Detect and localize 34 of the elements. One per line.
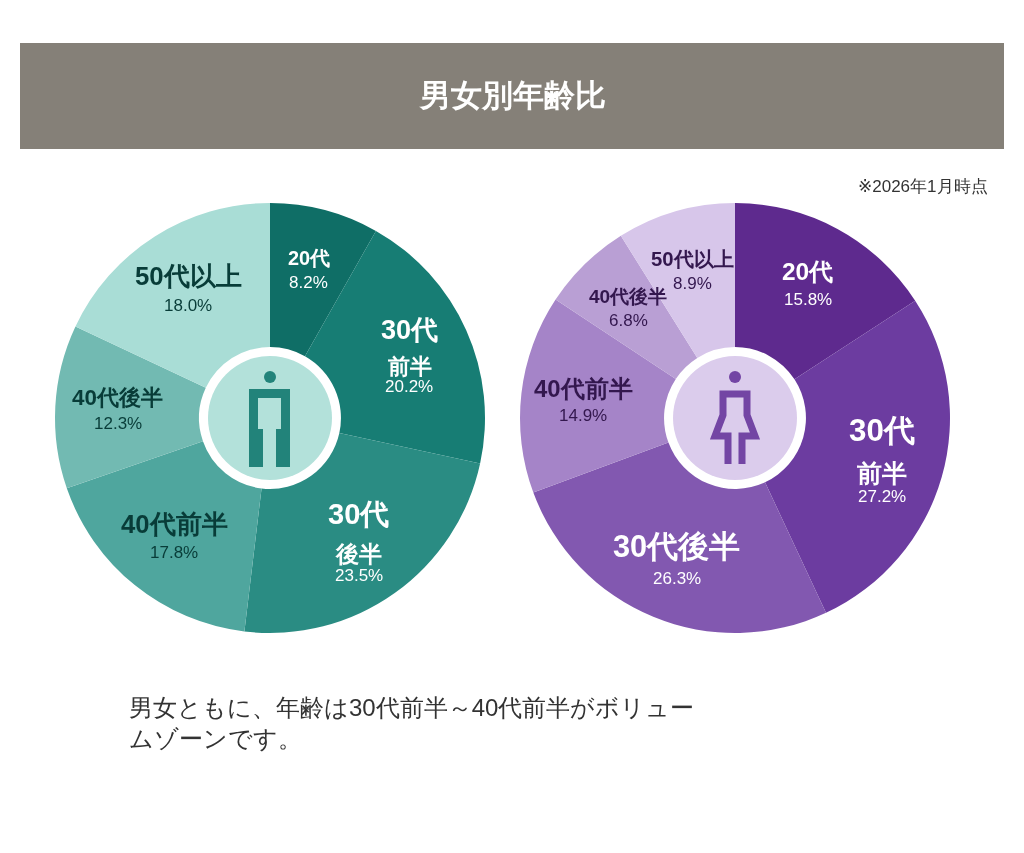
slice-label: 40代前半 [121, 510, 228, 538]
donut-slice [533, 442, 827, 633]
slice-label: 30代後半 [613, 529, 741, 564]
data-label: 15.8% [784, 290, 833, 309]
donut-slice [270, 203, 376, 357]
slice-label: 50代以上 [651, 248, 734, 270]
chart-title: 男女別年齢比 [419, 78, 606, 113]
data-label: 20.2% [385, 377, 434, 396]
data-label: 12.3% [94, 414, 143, 433]
donut-slice [735, 203, 916, 380]
donut-slice [66, 441, 262, 632]
data-label: 8.2% [289, 273, 328, 292]
donut-slice [244, 433, 481, 633]
data-label: 14.9% [559, 406, 608, 425]
data-label: 6.8% [609, 311, 648, 330]
slice-label: 20代 [288, 247, 331, 269]
slice-label: 40代後半 [72, 385, 163, 410]
donut-slice [75, 203, 270, 388]
data-label: 18.0% [164, 296, 213, 315]
slice-label: 30代後半 [328, 498, 390, 567]
text: 男女ともに、年齢は30代前半～40代前半がボリュームゾーンです。 [129, 694, 695, 753]
slice-label: 50代以上 [135, 262, 242, 290]
slice-label: 40代後半 [589, 286, 668, 307]
data-label: 17.8% [150, 543, 199, 562]
data-label: 8.9% [673, 274, 712, 293]
text: ※2026年1月時点 [858, 177, 988, 196]
slice-label: 30代前半 [381, 314, 439, 380]
slice-label: 40代前半 [534, 375, 633, 402]
slice-label: 30代前半 [849, 413, 915, 487]
data-label: 27.2% [858, 487, 907, 506]
donut-slice [55, 326, 206, 489]
data-label: 23.5% [335, 566, 384, 585]
slice-label: 20代 [782, 258, 834, 285]
data-label: 26.3% [653, 569, 702, 588]
